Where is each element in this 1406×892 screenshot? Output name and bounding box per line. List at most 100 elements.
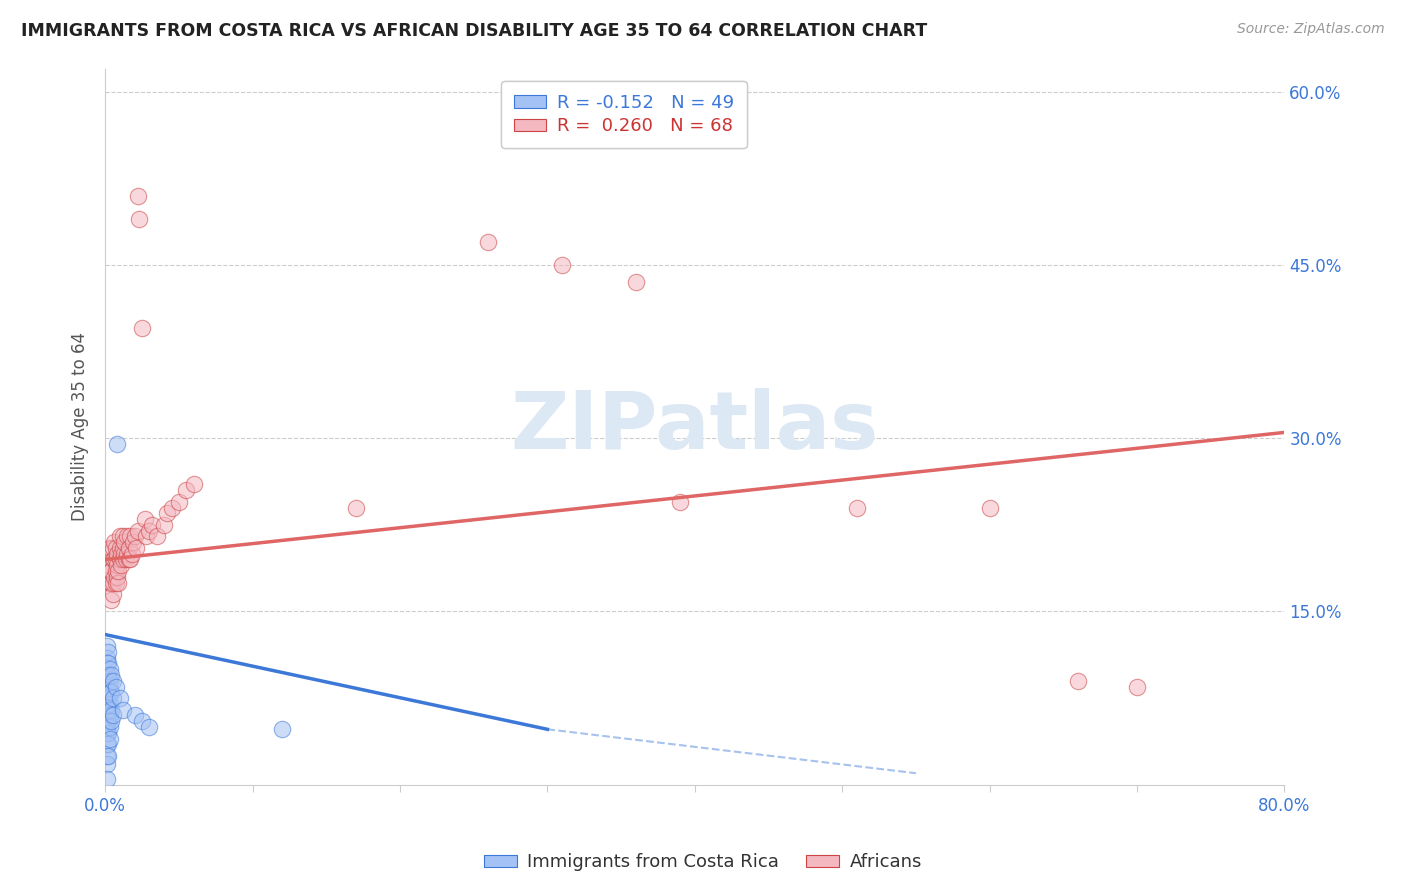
Point bbox=[124, 529, 146, 543]
Point bbox=[100, 714, 122, 729]
Point bbox=[105, 570, 128, 584]
Point bbox=[98, 731, 121, 746]
Point bbox=[105, 437, 128, 451]
Point bbox=[100, 575, 122, 590]
Point bbox=[115, 552, 138, 566]
Text: IMMIGRANTS FROM COSTA RICA VS AFRICAN DISABILITY AGE 35 TO 64 CORRELATION CHART: IMMIGRANTS FROM COSTA RICA VS AFRICAN DI… bbox=[21, 22, 928, 40]
Point bbox=[103, 570, 125, 584]
Point bbox=[112, 547, 135, 561]
Point bbox=[98, 575, 121, 590]
Point bbox=[105, 547, 128, 561]
Point bbox=[110, 547, 132, 561]
Point bbox=[125, 541, 148, 555]
Point bbox=[183, 477, 205, 491]
Point bbox=[97, 691, 120, 706]
Point bbox=[98, 662, 121, 676]
Point bbox=[624, 275, 647, 289]
Y-axis label: Disability Age 35 to 64: Disability Age 35 to 64 bbox=[72, 332, 89, 521]
Point bbox=[551, 258, 574, 272]
Point bbox=[124, 708, 146, 723]
Point bbox=[120, 529, 142, 543]
Point bbox=[104, 552, 127, 566]
Point bbox=[97, 737, 120, 751]
Point bbox=[174, 483, 197, 498]
Point bbox=[118, 552, 141, 566]
Point bbox=[108, 691, 131, 706]
Point bbox=[98, 673, 121, 688]
Point bbox=[117, 529, 139, 543]
Text: Source: ZipAtlas.com: Source: ZipAtlas.com bbox=[1237, 22, 1385, 37]
Point bbox=[107, 564, 129, 578]
Point bbox=[100, 703, 122, 717]
Point bbox=[97, 657, 120, 671]
Point bbox=[111, 541, 134, 555]
Point bbox=[979, 500, 1001, 515]
Point bbox=[97, 748, 120, 763]
Point bbox=[104, 564, 127, 578]
Point bbox=[100, 668, 122, 682]
Point bbox=[117, 547, 139, 561]
Point bbox=[108, 552, 131, 566]
Point bbox=[98, 708, 121, 723]
Point bbox=[96, 714, 118, 729]
Point bbox=[344, 500, 367, 515]
Point bbox=[111, 529, 134, 543]
Point bbox=[96, 685, 118, 699]
Point bbox=[127, 188, 149, 202]
Point bbox=[96, 737, 118, 751]
Point bbox=[96, 708, 118, 723]
Point bbox=[96, 657, 118, 671]
Point bbox=[112, 535, 135, 549]
Point bbox=[134, 512, 156, 526]
Point bbox=[98, 564, 121, 578]
Point bbox=[98, 685, 121, 699]
Point bbox=[96, 720, 118, 734]
Point bbox=[103, 552, 125, 566]
Point bbox=[104, 680, 127, 694]
Point bbox=[131, 714, 153, 729]
Point bbox=[101, 552, 124, 566]
Point bbox=[96, 650, 118, 665]
Point bbox=[96, 772, 118, 786]
Legend: R = -0.152   N = 49, R =  0.260   N = 68: R = -0.152 N = 49, R = 0.260 N = 68 bbox=[501, 81, 747, 148]
Point bbox=[271, 723, 294, 737]
Point bbox=[107, 575, 129, 590]
Point bbox=[120, 552, 142, 566]
Point bbox=[104, 575, 127, 590]
Point bbox=[98, 697, 121, 711]
Point bbox=[127, 524, 149, 538]
Point bbox=[138, 524, 160, 538]
Point bbox=[1126, 680, 1149, 694]
Point bbox=[101, 708, 124, 723]
Point bbox=[96, 756, 118, 771]
Point bbox=[156, 506, 179, 520]
Point bbox=[96, 748, 118, 763]
Point bbox=[128, 211, 150, 226]
Point bbox=[98, 541, 121, 555]
Point bbox=[146, 529, 169, 543]
Point bbox=[100, 593, 122, 607]
Point bbox=[846, 500, 869, 515]
Point bbox=[96, 725, 118, 739]
Point bbox=[104, 541, 127, 555]
Point bbox=[96, 639, 118, 653]
Point bbox=[108, 541, 131, 555]
Point bbox=[101, 587, 124, 601]
Point bbox=[100, 564, 122, 578]
Point bbox=[97, 725, 120, 739]
Point bbox=[101, 541, 124, 555]
Point bbox=[96, 703, 118, 717]
Point bbox=[103, 535, 125, 549]
Point bbox=[96, 668, 118, 682]
Text: ZIPatlas: ZIPatlas bbox=[510, 388, 879, 466]
Point bbox=[111, 703, 134, 717]
Point bbox=[121, 547, 143, 561]
Point bbox=[97, 645, 120, 659]
Point bbox=[97, 714, 120, 729]
Point bbox=[98, 720, 121, 734]
Point bbox=[97, 680, 120, 694]
Point bbox=[111, 552, 134, 566]
Point bbox=[669, 494, 692, 508]
Point bbox=[101, 575, 124, 590]
Point bbox=[97, 668, 120, 682]
